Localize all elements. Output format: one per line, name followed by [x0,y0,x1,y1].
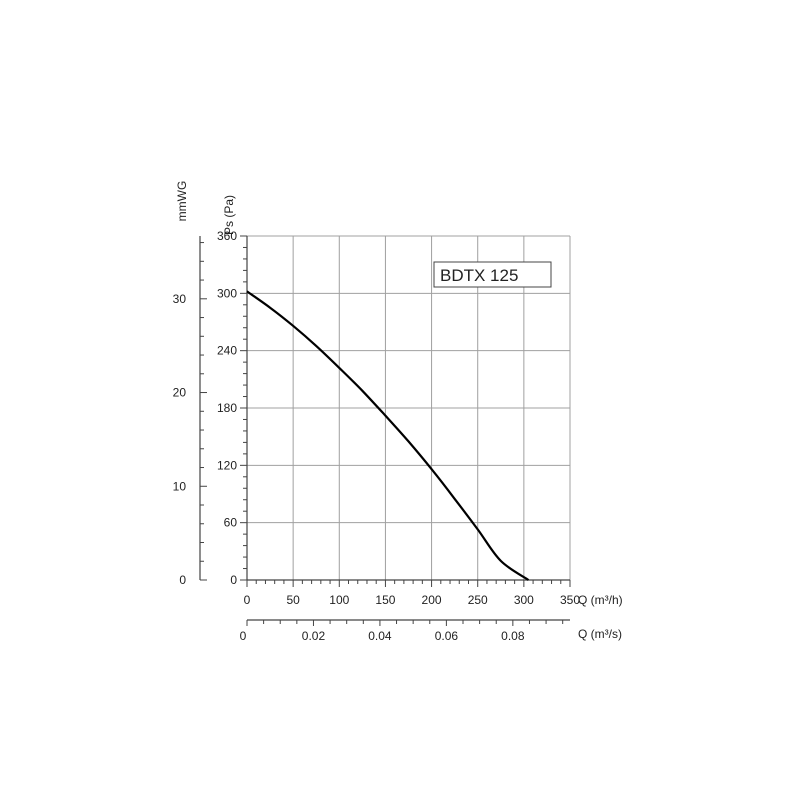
y2-tick-label: 0 [179,573,186,587]
x-tick-label: 200 [422,593,442,607]
x-tick-label: 250 [468,593,488,607]
plot-grid [247,235,571,580]
y-tick-label: 360 [217,229,237,243]
series-layer [246,290,530,581]
x2-tick-label: 0.02 [302,629,326,643]
x-tick-label: 0 [244,593,251,607]
y2-tick-label: 30 [173,292,187,306]
y-tick-label: 60 [224,516,238,530]
model-label: BDTX 125 [440,266,518,285]
y-tick-label: 300 [217,286,237,300]
x-tick-label: 150 [375,593,395,607]
y2-tick-label: 10 [173,479,187,493]
y2-tick-label: 20 [173,386,187,400]
x-axis-title: Q (m³/h) [578,593,623,607]
y-tick-label: 120 [217,458,237,472]
axis-ticks [200,235,571,626]
x-tick-label: 100 [329,593,349,607]
y2-axis-title: mmWG [175,181,189,222]
x-tick-label: 50 [286,593,300,607]
x2-tick-label: 0.08 [501,629,525,643]
y-tick-label: 240 [217,344,237,358]
model-label-box [433,261,552,288]
x2-tick-label: 0.06 [435,629,459,643]
y-axis-title: Ps (Pa) [222,195,236,235]
x2-tick-label: 0 [240,629,247,643]
y-tick-label: 180 [217,401,237,415]
tick-labels: 0 50 100 150 200 250 300 3500601201802403003600… [173,229,581,643]
fan-curve-line [246,290,530,581]
y-tick-label: 0 [230,573,237,587]
x-tick-label: 350 [560,593,580,607]
x-tick-label: 300 [514,593,534,607]
x2-tick-label: 0.04 [368,629,392,643]
x2-axis-title: Q (m³/s) [578,627,622,641]
